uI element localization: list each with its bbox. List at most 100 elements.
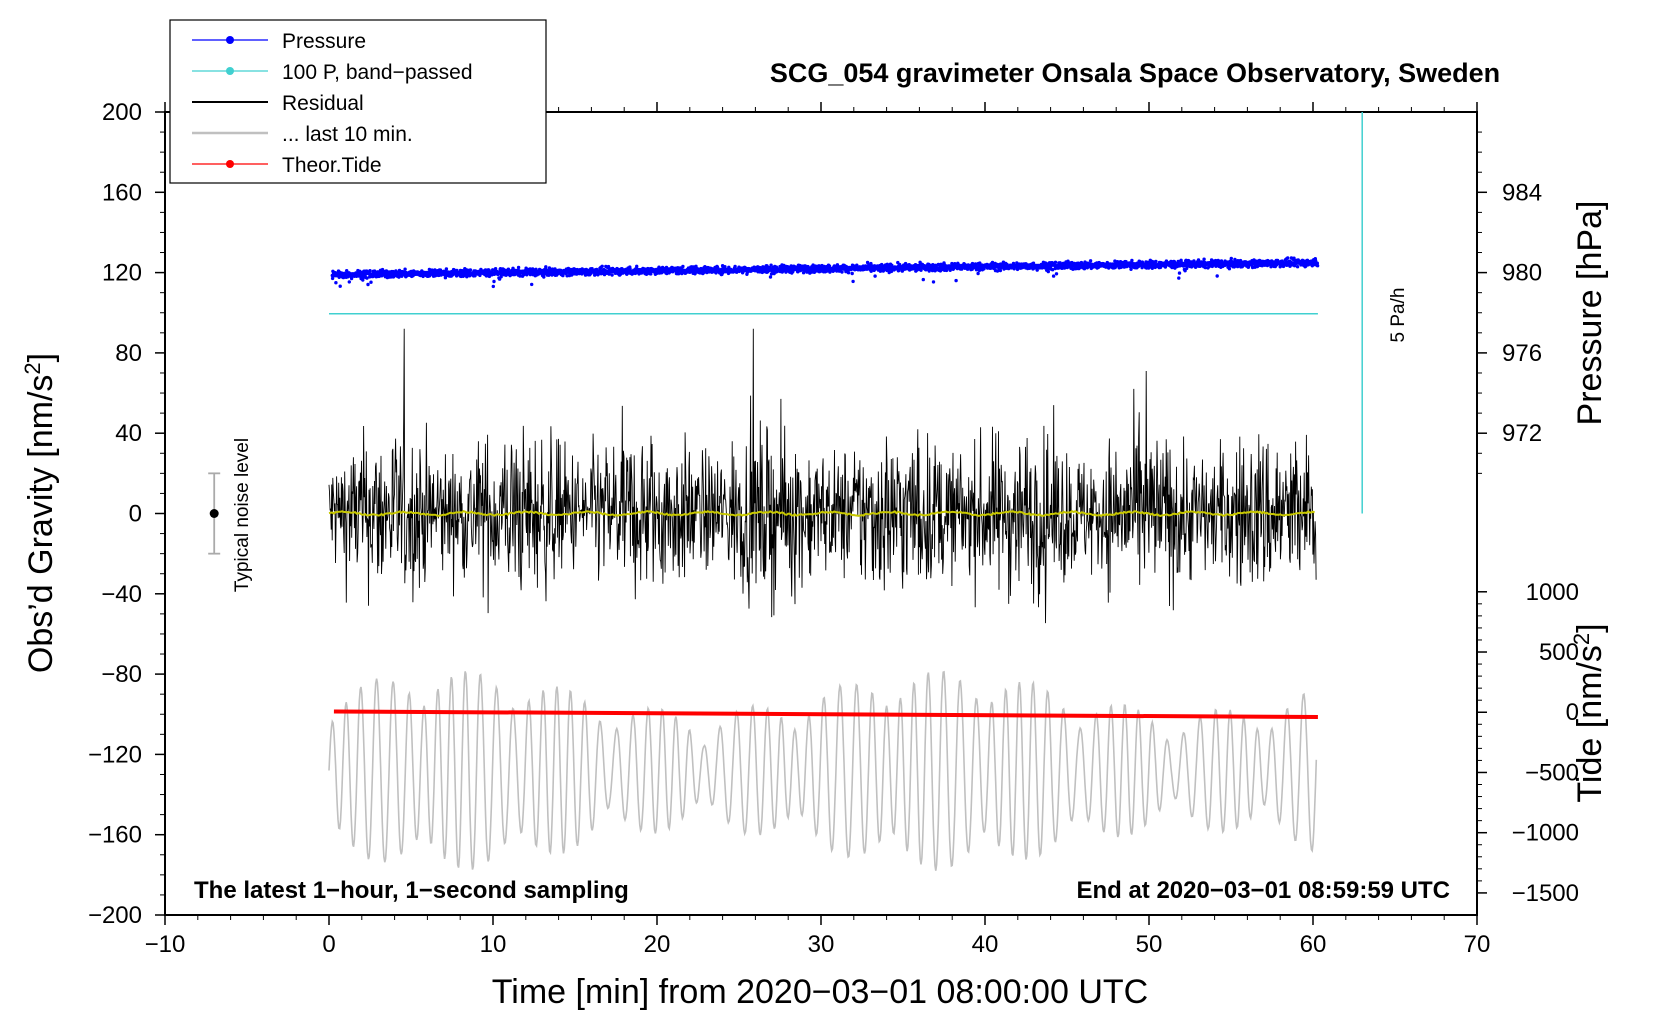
pressure-point bbox=[1129, 267, 1133, 271]
pressure-point bbox=[1295, 265, 1300, 269]
pressure-point bbox=[769, 272, 774, 276]
pressure-point bbox=[1286, 256, 1290, 260]
pressure-point bbox=[851, 279, 855, 284]
pressure-point bbox=[491, 268, 495, 272]
x-tick-label: 0 bbox=[322, 931, 335, 958]
tide-tick-label: 0 bbox=[1566, 699, 1579, 726]
pressure-point bbox=[840, 270, 844, 274]
pressure-point bbox=[990, 260, 995, 265]
y-tick-label: −200 bbox=[88, 902, 142, 929]
pressure-point bbox=[1215, 274, 1219, 278]
sampling-note: The latest 1−hour, 1−second sampling bbox=[194, 877, 629, 904]
pressure-point bbox=[865, 260, 870, 265]
pressure-point bbox=[518, 274, 522, 278]
pressure-tick-label: 980 bbox=[1502, 260, 1542, 287]
pressure-point bbox=[1179, 258, 1183, 262]
pressure-point bbox=[801, 271, 806, 275]
legend-label-pressure: Pressure bbox=[282, 30, 366, 53]
legend-label-tide: Theor.Tide bbox=[282, 154, 382, 177]
pressure-point bbox=[714, 271, 718, 275]
pressure-point bbox=[1202, 257, 1206, 261]
y-axis-label-gravity-sup: 2 bbox=[20, 362, 45, 374]
pressure-point bbox=[1130, 258, 1134, 263]
series-layer bbox=[328, 256, 1320, 871]
tide-tick-label: 1000 bbox=[1526, 579, 1579, 606]
pressure-point bbox=[468, 268, 473, 272]
pressure-point bbox=[369, 280, 373, 284]
tide-tick-label: −500 bbox=[1525, 759, 1579, 786]
series-smoothed-residual-line bbox=[328, 509, 1316, 518]
pressure-point bbox=[583, 273, 588, 277]
pressure-point bbox=[338, 284, 342, 288]
pressure-point bbox=[733, 264, 737, 269]
pressure-tick-label: 972 bbox=[1502, 420, 1542, 447]
pressure-point bbox=[365, 276, 369, 280]
pressure-point bbox=[403, 267, 407, 271]
pressure-point bbox=[1054, 272, 1059, 276]
pressure-point bbox=[1176, 259, 1180, 264]
pressure-point bbox=[919, 268, 923, 272]
legend-swatch-marker bbox=[226, 160, 234, 168]
pressure-point bbox=[516, 265, 521, 270]
pressure-point bbox=[1315, 261, 1320, 265]
y-tick-label: −120 bbox=[88, 741, 142, 768]
pressure-point bbox=[998, 268, 1003, 273]
pressure-point bbox=[1231, 260, 1236, 264]
pressure-point bbox=[330, 276, 335, 281]
legend-label-bandpassed: 100 P, band−passed bbox=[282, 61, 473, 84]
pressure-tick-label: 976 bbox=[1502, 340, 1542, 367]
x-tick-label: 30 bbox=[808, 931, 835, 958]
pressure-point bbox=[600, 264, 604, 268]
y-tick-label: 0 bbox=[129, 501, 142, 528]
pressure-point bbox=[921, 277, 925, 282]
y-tick-label: 200 bbox=[102, 99, 142, 126]
annotation-layer bbox=[208, 112, 1363, 555]
x-tick-label: 40 bbox=[972, 931, 999, 958]
pressure-point bbox=[506, 267, 511, 271]
pressure-point bbox=[1154, 259, 1158, 264]
pressure-point bbox=[931, 280, 936, 284]
pressure-point bbox=[361, 278, 365, 282]
pressure-point bbox=[873, 274, 877, 278]
noise-bar-dot bbox=[209, 509, 219, 518]
pressure-point bbox=[544, 265, 548, 269]
pressure-point bbox=[850, 271, 854, 276]
tide-tick-label: 500 bbox=[1539, 639, 1579, 666]
pressure-point bbox=[1227, 267, 1232, 271]
pressure-point bbox=[1088, 259, 1093, 263]
pressure-point bbox=[944, 268, 949, 273]
pressure-point bbox=[768, 275, 773, 279]
pressure-point bbox=[337, 275, 341, 279]
y-axis-label-gravity-text: Obs’d Gravity [nm/s bbox=[22, 375, 60, 674]
series-last10-line bbox=[328, 670, 1318, 871]
y-axis-label-tide-end: ] bbox=[1571, 623, 1609, 632]
x-tick-label: 60 bbox=[1300, 931, 1327, 958]
legend-swatch-marker bbox=[226, 36, 234, 44]
pressure-point bbox=[953, 262, 957, 266]
pressure-point bbox=[1315, 264, 1320, 268]
pressure-point bbox=[542, 275, 546, 279]
legend-label-last10: ... last 10 min. bbox=[282, 123, 413, 146]
pressure-point bbox=[827, 264, 832, 268]
pressure-point bbox=[366, 282, 370, 287]
x-tick-label: −10 bbox=[145, 931, 186, 958]
pressure-point bbox=[1269, 265, 1273, 269]
pressure-point bbox=[1192, 259, 1196, 263]
y-axis-label-tide-text: Tide [nm/s bbox=[1571, 645, 1609, 802]
end-time-note: End at 2020−03−01 08:59:59 UTC bbox=[1076, 877, 1450, 904]
y-axis-label-pressure: Pressure [hPa] bbox=[1571, 201, 1609, 426]
x-tick-label: 70 bbox=[1464, 931, 1491, 958]
axes-layer: −10 0 10 20 30 40 50 60 70 −200 −160 −120 −80 −40 0 40 8… bbox=[88, 99, 1579, 958]
pressure-point bbox=[443, 276, 448, 280]
x-tick-label: 50 bbox=[1136, 931, 1163, 958]
chart-title: SCG_054 gravimeter Onsala Space Observat… bbox=[770, 58, 1500, 88]
rate-bar-label: 5 Pa/h bbox=[1388, 288, 1409, 343]
y-axis-label-gravity-end: ] bbox=[22, 353, 60, 362]
pressure-point bbox=[1051, 274, 1056, 278]
y-tick-label: 40 bbox=[115, 420, 142, 447]
y-axis-label-gravity: Obs’d Gravity [nm/s2] bbox=[20, 353, 60, 673]
legend-label-residual: Residual bbox=[282, 92, 364, 115]
pressure-point bbox=[444, 267, 449, 271]
pressure-point bbox=[368, 269, 372, 273]
legend: Pressure 100 P, band−passed Residual ...… bbox=[169, 19, 547, 184]
